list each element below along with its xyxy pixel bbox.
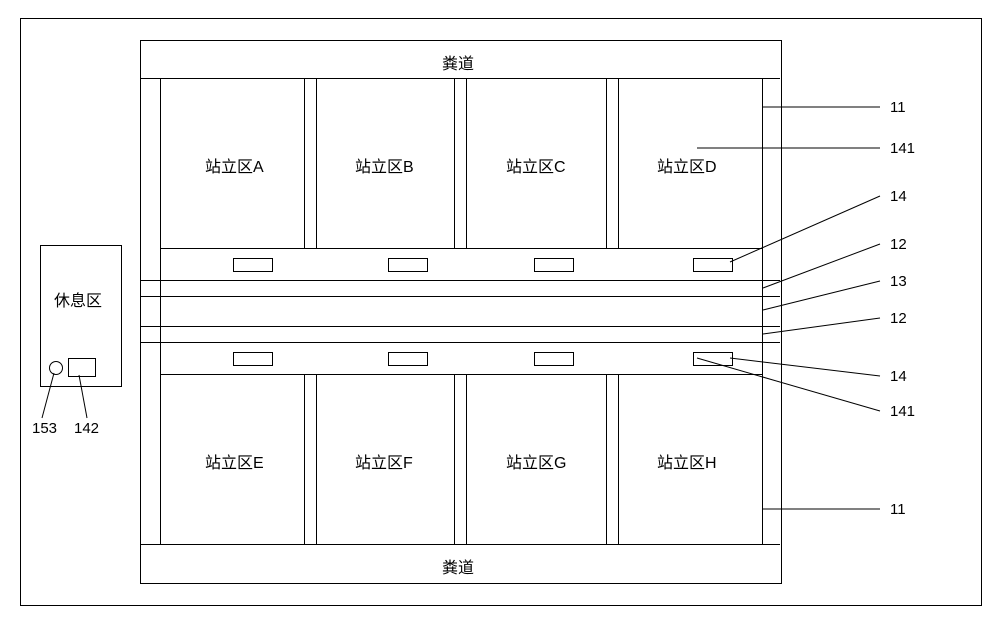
dung-bottom-label: 粪道	[442, 554, 474, 578]
callout-num-7: 141	[890, 403, 915, 420]
mid-bar-5	[160, 374, 762, 375]
stall-bot-div-3-a	[606, 374, 607, 544]
stall-top-label-2: 站立区C	[506, 153, 566, 177]
stall-top-div-2-a	[454, 78, 455, 248]
callout-num-5: 12	[890, 310, 907, 327]
stall-bot-label-1: 站立区F	[355, 449, 413, 473]
stall-top-div-3-a	[606, 78, 607, 248]
stall-top-div-1-a	[304, 78, 305, 248]
rest-area-label: 休息区	[54, 287, 102, 311]
rest-area-box-142	[68, 358, 96, 377]
callout-num-2: 14	[890, 188, 907, 205]
stall-top-label-3: 站立区D	[657, 153, 717, 177]
inner-right	[762, 78, 763, 544]
stall-bot-label-3: 站立区H	[657, 449, 717, 473]
main-frame	[140, 40, 782, 584]
feeder-top-0	[233, 258, 273, 272]
callout-num-4: 13	[890, 273, 907, 290]
callout-num-3: 12	[890, 236, 907, 253]
dung-top-label: 粪道	[442, 50, 474, 74]
stall-top-div-1-b	[316, 78, 317, 248]
feeder-bot-2	[534, 352, 574, 366]
stall-top-div-3-b	[618, 78, 619, 248]
stall-bot-div-1-a	[304, 374, 305, 544]
mid-bar-0	[160, 248, 762, 249]
stall-top-div-2-b	[466, 78, 467, 248]
stall-bot-div-2-b	[466, 374, 467, 544]
rest-callout-142-label: 142	[74, 420, 99, 437]
feeder-top-1	[388, 258, 428, 272]
stage: 粪道粪道站立区A站立区E站立区B站立区F站立区C站立区G站立区D站立区H休息区1…	[0, 0, 1000, 622]
callout-num-8: 11	[890, 501, 906, 518]
feeder-top-3	[693, 258, 733, 272]
feeder-bot-3	[693, 352, 733, 366]
dung-top-divider	[140, 78, 780, 79]
callout-num-0: 11	[890, 99, 906, 116]
stall-bot-div-3-b	[618, 374, 619, 544]
stall-bot-div-2-a	[454, 374, 455, 544]
callout-num-1: 141	[890, 140, 915, 157]
dung-bottom-divider	[140, 544, 780, 545]
stall-bot-label-0: 站立区E	[205, 449, 264, 473]
callout-num-6: 14	[890, 368, 907, 385]
stall-top-label-1: 站立区B	[355, 153, 414, 177]
feeder-top-2	[534, 258, 574, 272]
rest-area-circle	[49, 361, 63, 375]
rest-callout-153-label: 153	[32, 420, 57, 437]
feeder-bot-0	[233, 352, 273, 366]
stall-top-label-0: 站立区A	[205, 153, 264, 177]
feeder-bot-1	[388, 352, 428, 366]
inner-left	[160, 78, 161, 544]
stall-bot-div-1-b	[316, 374, 317, 544]
stall-bot-label-2: 站立区G	[506, 449, 566, 473]
